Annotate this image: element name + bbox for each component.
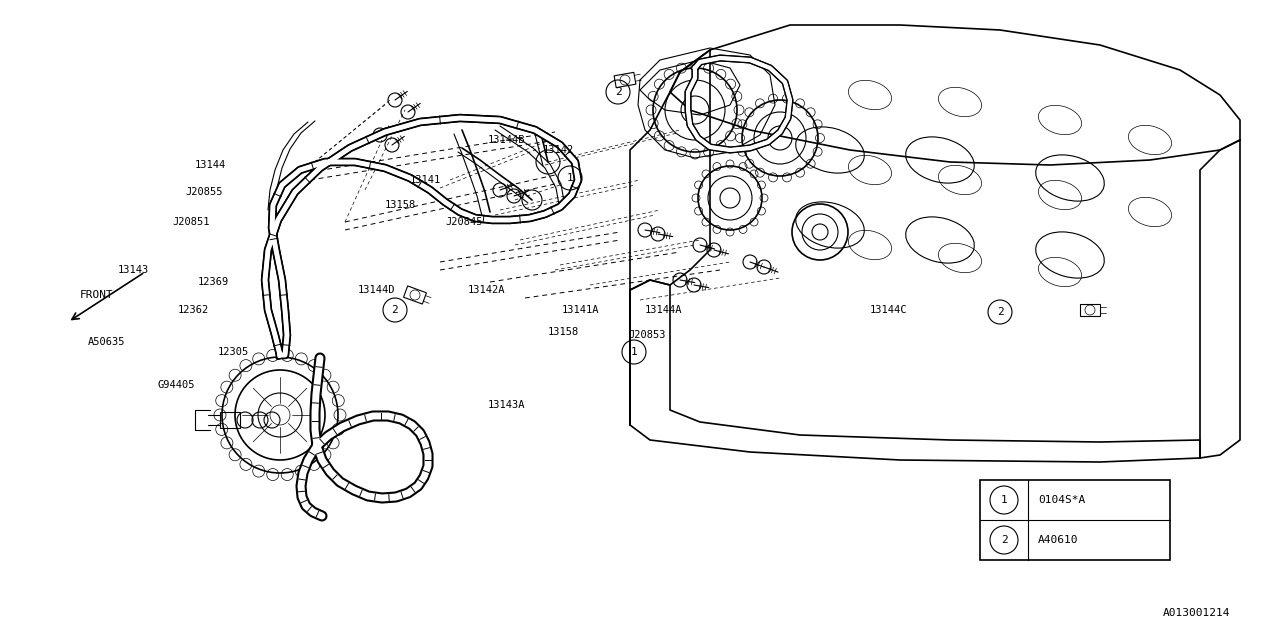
Text: J20845: J20845 [445,217,483,227]
Text: 13143: 13143 [118,265,150,275]
Text: G94405: G94405 [157,380,196,390]
Text: J20853: J20853 [628,330,666,340]
FancyBboxPatch shape [980,480,1170,560]
Text: 13158: 13158 [548,327,580,337]
Text: 13142: 13142 [543,145,575,155]
Text: 13144B: 13144B [488,135,526,145]
Text: 2: 2 [392,305,398,315]
Text: 13158: 13158 [385,200,416,210]
Text: 13143A: 13143A [488,400,526,410]
Text: 13141: 13141 [410,175,442,185]
Text: 13144: 13144 [195,160,227,170]
Text: J20855: J20855 [186,187,223,197]
Text: A013001214: A013001214 [1162,608,1230,618]
Text: 2: 2 [614,87,621,97]
Text: FRONT: FRONT [79,290,114,300]
Text: 1: 1 [1001,495,1007,505]
Text: 13141A: 13141A [562,305,599,315]
Text: 13144C: 13144C [870,305,908,315]
Text: 12369: 12369 [198,277,229,287]
Text: 12305: 12305 [218,347,250,357]
Text: 1: 1 [567,173,573,183]
Text: J20851: J20851 [172,217,210,227]
Text: 2: 2 [997,307,1004,317]
Text: A50635: A50635 [88,337,125,347]
Text: 1: 1 [631,347,637,357]
Text: 12362: 12362 [178,305,209,315]
Text: 13144D: 13144D [358,285,396,295]
Text: 0104S*A: 0104S*A [1038,495,1085,505]
Text: 13144A: 13144A [645,305,682,315]
Text: 13142A: 13142A [468,285,506,295]
Text: 2: 2 [1001,535,1007,545]
Text: A40610: A40610 [1038,535,1079,545]
